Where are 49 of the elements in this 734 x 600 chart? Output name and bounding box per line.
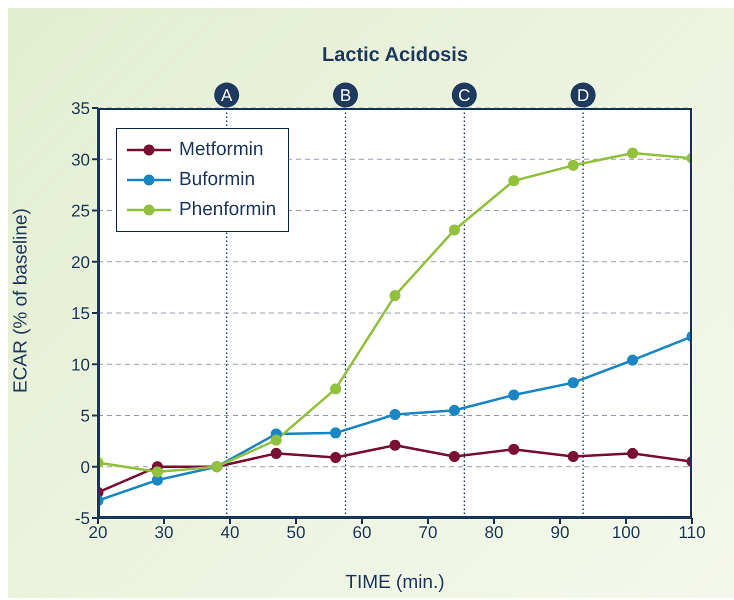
point	[508, 175, 520, 186]
point	[448, 451, 460, 462]
point	[568, 160, 579, 171]
y-tick-label: 5	[80, 406, 90, 426]
y-tick-label: 30	[71, 150, 90, 170]
point	[627, 448, 638, 459]
point	[508, 390, 520, 400]
point	[390, 440, 400, 451]
x-tick-label: 50	[286, 523, 306, 542]
point	[568, 377, 579, 388]
point	[448, 224, 460, 236]
ref-line-label: A	[221, 86, 234, 105]
ref-line-label: C	[458, 86, 470, 105]
point	[270, 448, 282, 459]
point	[330, 452, 342, 464]
legend-label: Phenformin	[179, 199, 276, 221]
y-tick-label: 15	[71, 304, 90, 324]
x-tick-label: 110	[678, 523, 706, 542]
chart-title: Lactic Acidosis	[321, 44, 469, 67]
x-tick-label: 100	[612, 523, 640, 542]
x-tick-label: 70	[418, 523, 438, 542]
y-axis-title: ECAR (% of baseline)	[10, 208, 32, 393]
legend-label: Metformin	[179, 139, 264, 161]
ref-line-label: D	[576, 86, 590, 105]
point	[568, 451, 579, 462]
y-tick-label: 35	[71, 99, 90, 118]
x-tick-label: 60	[352, 523, 372, 542]
point	[448, 404, 460, 416]
point	[390, 408, 400, 420]
point	[627, 148, 638, 159]
point	[508, 444, 520, 455]
point	[330, 383, 342, 394]
point	[270, 434, 282, 446]
y-tick-label: 20	[71, 252, 90, 272]
y-tick-label: 10	[71, 355, 90, 374]
x-tick-label: 30	[154, 523, 174, 542]
x-tick-label: 40	[220, 523, 240, 542]
point	[152, 466, 163, 478]
x-tick-label: 90	[550, 523, 570, 542]
legend-label: Buformin	[179, 169, 256, 191]
x-tick-label: 80	[484, 523, 504, 542]
ref-line-label: B	[340, 86, 352, 105]
y-tick-label: 25	[71, 202, 90, 221]
y-tick-label: -5	[74, 509, 90, 528]
y-tick-label: 0	[80, 458, 90, 477]
x-axis-title: TIME (min.)	[345, 572, 445, 593]
point	[330, 427, 342, 438]
point	[390, 290, 400, 302]
point	[627, 354, 638, 366]
